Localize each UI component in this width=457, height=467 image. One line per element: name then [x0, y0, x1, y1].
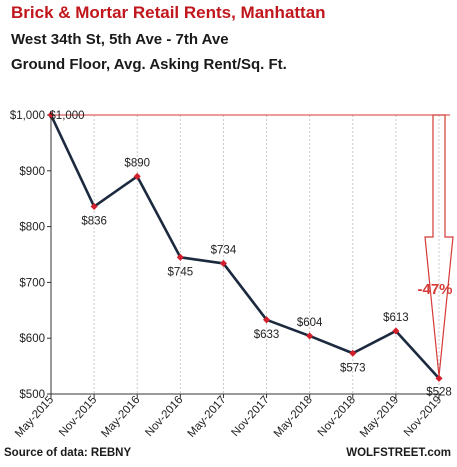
- decline-arrow: [424, 114, 454, 377]
- data-label: $890: [124, 157, 150, 169]
- data-point: [133, 172, 141, 180]
- x-tick-label: May-2019: [358, 394, 401, 440]
- data-point: [349, 349, 357, 357]
- x-tick-label: May-2016: [99, 394, 142, 440]
- data-label: $604: [297, 317, 323, 329]
- x-tick-label: May-2017: [186, 394, 229, 440]
- data-label: $613: [383, 312, 409, 324]
- chart-subtitle-line1: West 34th St, 5th Ave - 7th Ave: [11, 31, 229, 48]
- data-label: $836: [81, 216, 107, 228]
- x-tick-label: Nov-2018: [316, 394, 358, 439]
- data-label: $633: [254, 329, 280, 341]
- data-point: [392, 327, 400, 335]
- data-label: $734: [211, 244, 237, 256]
- chart-title: Brick & Mortar Retail Rents, Manhattan: [11, 3, 326, 22]
- x-tick-label: Nov-2019: [402, 394, 444, 439]
- series-line: [49, 114, 440, 380]
- y-tick-label: $700: [19, 277, 45, 289]
- y-tick-label: $800: [19, 222, 45, 234]
- y-tick-label: $1,000: [10, 110, 45, 122]
- data-point: [306, 332, 314, 340]
- data-point: [90, 202, 98, 211]
- data-label: $573: [340, 362, 366, 374]
- percent-change-label: -47%: [417, 281, 452, 298]
- x-tick-label: May-2018: [272, 394, 315, 440]
- chart-subtitle-line2: Ground Floor, Avg. Asking Rent/Sq. Ft.: [11, 56, 287, 73]
- y-tick-label: $900: [19, 166, 45, 178]
- x-tick-label: Nov-2015: [57, 394, 99, 439]
- data-label: $1,000: [49, 110, 84, 122]
- brand-credit: WOLFSTREET.com: [346, 447, 451, 459]
- data-point: [219, 259, 227, 267]
- y-tick-label: $600: [19, 333, 45, 345]
- data-point: [435, 374, 443, 382]
- data-point: [263, 316, 271, 324]
- x-tick-label: Nov-2017: [229, 394, 271, 439]
- data-label: $745: [168, 266, 194, 278]
- x-tick-label: Nov-2016: [143, 394, 185, 439]
- y-tick-label: $500: [19, 389, 45, 401]
- source-note: Source of data: REBNY: [4, 447, 132, 459]
- data-label: $528: [426, 386, 452, 398]
